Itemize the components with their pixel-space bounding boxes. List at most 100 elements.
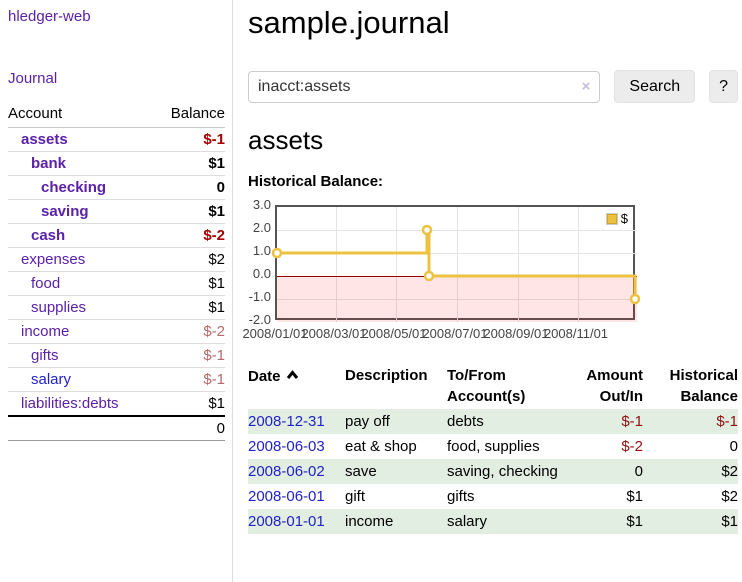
account-link-food[interactable]: food (31, 275, 61, 292)
main-content: sample.journal × Search ? assets Histori… (242, 0, 738, 534)
account-balance: $-2 (153, 319, 225, 344)
x-tick-label: 2008/07/01 (422, 326, 488, 341)
transaction-balance: $1 (643, 509, 738, 534)
transaction-amount: $1 (563, 509, 643, 534)
account-row-bank: bank $1 (8, 151, 225, 176)
transaction-amount: 0 (563, 459, 643, 484)
search-button[interactable]: Search (614, 70, 696, 103)
y-tick-label: 1.0 (252, 243, 271, 258)
transaction-accounts: salary (447, 509, 563, 534)
transaction-amount: $-1 (563, 409, 643, 434)
data-point-marker (271, 247, 283, 259)
sidebar-item-journal[interactable]: Journal (8, 70, 58, 87)
account-row-salary: salary $-1 (8, 367, 225, 392)
account-balance: $-2 (153, 223, 225, 248)
account-balance: $-1 (153, 367, 225, 392)
transaction-date-link[interactable]: 2008-06-02 (248, 463, 325, 480)
search-form: × Search ? (248, 70, 738, 103)
transaction-accounts: saving, checking (447, 459, 563, 484)
register-header-amount: Amount Out/In (586, 367, 643, 405)
account-balance: $-1 (153, 127, 225, 152)
y-tick-label: 2.0 (252, 220, 271, 235)
x-tick-label: 2008/03/01 (301, 326, 367, 341)
transaction-date-link[interactable]: 2008-06-03 (248, 438, 325, 455)
balance-line (277, 228, 637, 299)
search-box: × (248, 70, 601, 103)
account-row-assets: assets $-1 (8, 127, 225, 152)
account-link-cash[interactable]: cash (31, 227, 66, 244)
register-row: 2008-06-01 gift gifts $1 $2 (248, 484, 738, 509)
data-point-marker (421, 224, 433, 236)
account-row-expenses: expenses $2 (8, 247, 225, 272)
sort-ascending-icon (286, 365, 299, 386)
gridline (518, 207, 519, 322)
y-tick-label: -1.0 (248, 289, 271, 304)
transaction-accounts: gifts (447, 488, 475, 505)
gridline (457, 207, 458, 322)
transaction-description: eat & shop (345, 438, 417, 455)
account-balance: $1 (153, 199, 225, 224)
register-header-accounts: To/From Account(s) (447, 367, 526, 405)
chart-legend: $ (603, 210, 630, 227)
balance-chart[interactable]: 3.0 2.0 1.0 0.0 -1.0 -2.0 (242, 197, 738, 344)
account-link-income[interactable]: income (21, 323, 70, 340)
transaction-date-link[interactable]: 2008-01-01 (248, 513, 325, 530)
register-row: 2008-06-02 save saving, checking 0 $2 (248, 459, 738, 484)
account-balance: $1 (153, 151, 225, 176)
account-heading: assets (248, 125, 324, 155)
transaction-balance: $2 (643, 459, 738, 484)
search-input[interactable] (258, 72, 588, 101)
account-balance: $-1 (153, 343, 225, 368)
transaction-amount: $1 (626, 488, 643, 505)
account-link-liabilities-debts[interactable]: liabilities:debts (21, 395, 119, 412)
data-point-marker (629, 293, 641, 305)
data-point-marker (423, 270, 435, 282)
legend-label: $ (620, 211, 628, 226)
transaction-balance: $2 (721, 488, 738, 505)
clear-search-icon[interactable]: × (581, 77, 591, 95)
x-tick-label: 2008/11/01 (543, 326, 609, 341)
register-row: 2008-06-03 eat & shop food, supplies $-2… (248, 434, 738, 459)
account-balance: $1 (153, 391, 225, 417)
transaction-date-link[interactable]: 2008-06-01 (248, 488, 325, 505)
account-link-assets[interactable]: assets (21, 131, 68, 148)
account-link-saving[interactable]: saving (41, 203, 89, 220)
account-balance: 0 (153, 175, 225, 200)
balance-line-svg (271, 224, 641, 305)
register-header-description: Description (345, 367, 428, 384)
account-link-checking[interactable]: checking (41, 179, 107, 196)
transaction-description: income (345, 509, 447, 534)
accounts-table: Account Balance assets $-1 bank $1 check… (8, 102, 225, 441)
register-table: Date Description To/From Account(s) Amou… (248, 363, 738, 534)
transaction-description: gift (345, 488, 366, 505)
gridline (578, 207, 579, 322)
register-header-date[interactable]: Date (248, 363, 345, 409)
account-link-bank[interactable]: bank (31, 155, 67, 172)
transaction-balance: $-1 (643, 409, 738, 434)
account-balance: $2 (153, 247, 225, 272)
transaction-amount: $-2 (621, 438, 643, 455)
y-tick-label: 0.0 (252, 266, 271, 281)
account-link-expenses[interactable]: expenses (21, 251, 86, 268)
register-header-date-label: Date (248, 368, 281, 385)
help-button[interactable]: ? (709, 70, 738, 103)
transaction-date-link[interactable]: 2008-12-31 (248, 413, 325, 430)
x-tick-label: 2008/05/01 (361, 326, 427, 341)
account-balance: $1 (153, 295, 225, 320)
account-row-gifts: gifts $-1 (8, 343, 225, 368)
plot-area[interactable]: $ (271, 205, 641, 322)
account-link-gifts[interactable]: gifts (31, 347, 59, 364)
account-row-food: food $1 (8, 271, 225, 296)
account-balance: $1 (153, 271, 225, 296)
accounts-header-balance: Balance (153, 102, 225, 128)
legend-swatch-icon (605, 212, 618, 225)
negative-region (277, 276, 637, 322)
app-brand-link[interactable]: hledger-web (8, 8, 91, 25)
y-tick-label: -2.0 (248, 312, 271, 327)
x-tick-label: 2008/09/01 (483, 326, 549, 341)
account-row-liabilities-debts: liabilities:debts $1 (8, 391, 225, 417)
register-header-balance: Historical Balance (669, 367, 738, 405)
account-link-salary[interactable]: salary (31, 371, 72, 388)
account-row-cash: cash $-2 (8, 223, 225, 248)
account-link-supplies[interactable]: supplies (31, 299, 87, 316)
